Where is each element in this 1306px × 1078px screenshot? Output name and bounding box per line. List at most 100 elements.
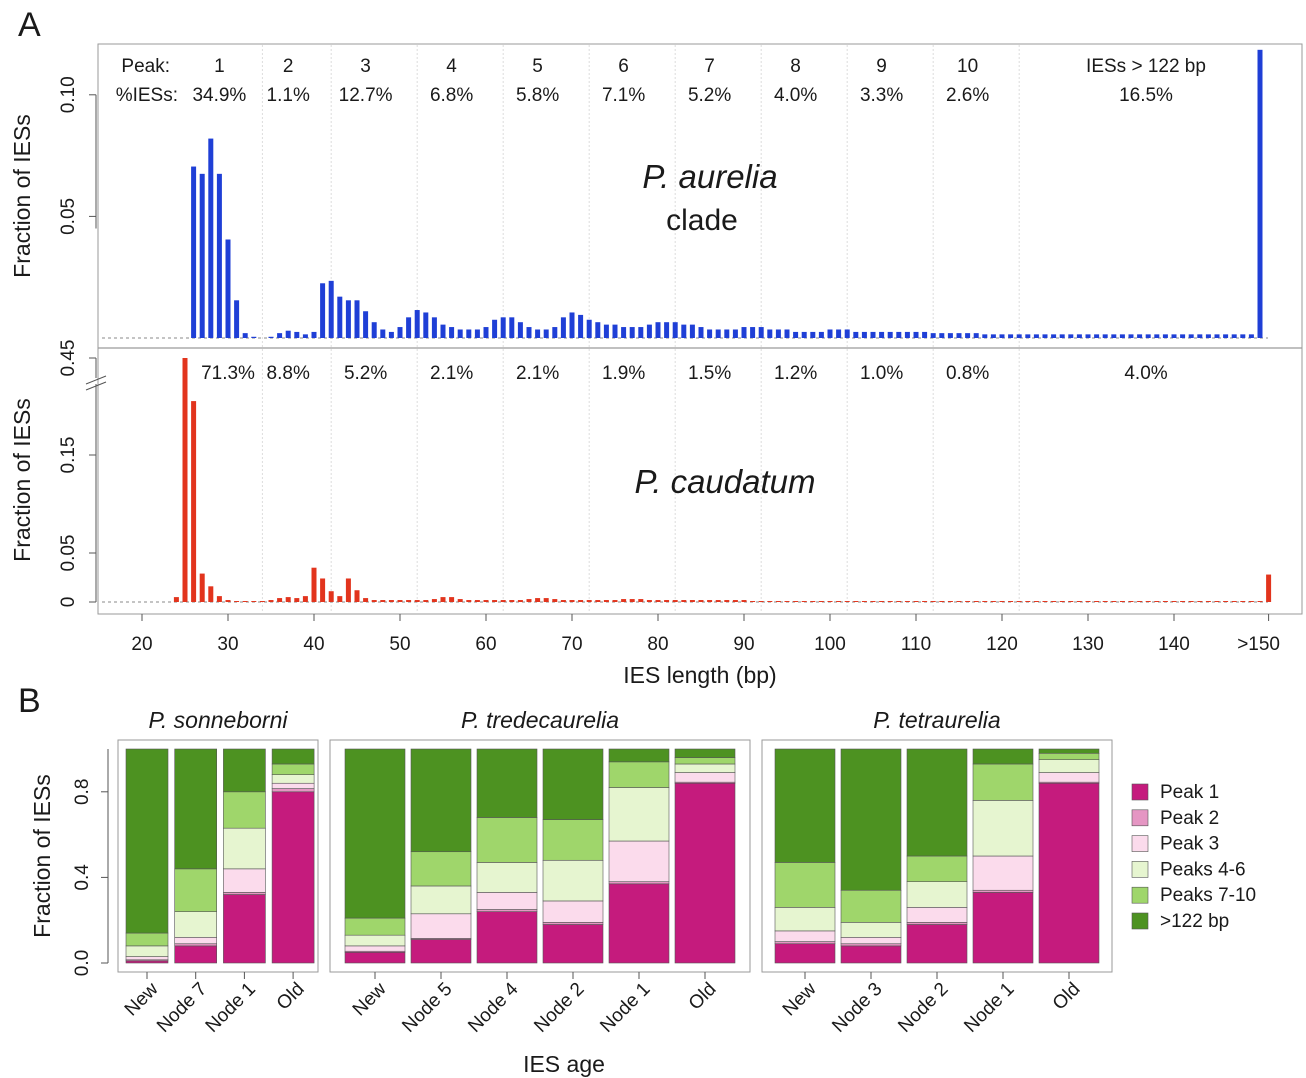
caudatum-bar <box>707 600 713 602</box>
length-xtick-label-0: 20 <box>131 634 152 655</box>
aurelia-bar <box>431 317 437 338</box>
legend-swatch-5 <box>1131 886 1149 904</box>
stack-segment <box>774 943 836 964</box>
aurelia-bar <box>199 173 205 338</box>
legend-label-6: >122 bp <box>1160 911 1229 932</box>
caudatum-bar <box>956 601 962 602</box>
caudatum-bar <box>818 601 824 602</box>
length-xtick-label-12: 140 <box>1158 634 1190 655</box>
aurelia-bar <box>1231 334 1237 338</box>
aurelia-bar <box>474 329 480 338</box>
age-category-label: Node 5 <box>398 979 456 1037</box>
caudatum-bar <box>431 599 437 602</box>
stack-segment <box>972 855 1034 891</box>
caudatum-bar <box>999 601 1005 602</box>
caudatum-bar <box>603 600 609 602</box>
caudatum-bar <box>887 601 893 602</box>
caudatum-bar <box>827 601 833 602</box>
caudatum-bar <box>586 600 592 602</box>
age-category-label: New <box>349 978 391 1020</box>
caudatum-bar <box>1016 601 1022 602</box>
panel-a-frame <box>97 43 1303 615</box>
aurelia-bar <box>509 317 515 338</box>
stack-segment <box>174 945 217 964</box>
aurelia-bar <box>973 333 979 338</box>
stack-segment <box>174 943 217 947</box>
aurelia-bar <box>1214 334 1220 338</box>
stack-segment <box>476 909 538 912</box>
caudatum-peak-labels: 71.3% 8.8% 5.2% 2.1% 2.1% 1.9% 1.5% 1.2% 1.0% 0.8… <box>201 363 1168 384</box>
stack-segment <box>476 817 538 863</box>
aurelia-bar <box>1033 334 1039 338</box>
caudatum-bar <box>1051 601 1057 602</box>
aurelia-bar <box>698 327 704 338</box>
stack-segment <box>271 763 315 775</box>
aurelia-bar <box>1094 334 1100 338</box>
length-xtick-label-4: 60 <box>475 634 496 655</box>
caudatum-bar <box>1154 601 1160 602</box>
caudatum-bar <box>388 600 394 602</box>
aurelia-bar <box>1257 49 1263 339</box>
caudatum-bar <box>767 601 773 602</box>
age-category-label: Old <box>273 979 309 1015</box>
age-category-label: Old <box>1049 979 1085 1015</box>
peak-number-4: 4 <box>446 56 457 77</box>
aurelia-bar <box>268 336 274 338</box>
aurelia-bar <box>328 280 334 338</box>
aurelia-bar <box>965 333 971 338</box>
caudatum-bar <box>1033 601 1039 602</box>
caudatum-pct-7: 1.5% <box>688 363 731 384</box>
age-group-title: P. tredecaurelia <box>461 707 619 733</box>
aurelia-pct-2: 1.1% <box>267 85 310 106</box>
aurelia-bar <box>775 329 781 338</box>
caudatum-bar <box>466 600 472 602</box>
stack-segment <box>906 907 968 923</box>
aurelia-bar <box>904 331 910 338</box>
aurelia-bar <box>397 327 403 338</box>
stack-segment <box>476 892 538 910</box>
aurelia-bar <box>208 138 214 338</box>
caudatum-bar <box>242 601 248 602</box>
caudatum-bar <box>629 599 635 602</box>
caudatum-bar <box>1085 601 1091 602</box>
aurelia-bar <box>612 324 618 338</box>
caudatum-bar <box>896 601 902 602</box>
caudatum-bar <box>1059 601 1065 602</box>
caudatum-bar <box>1171 601 1177 602</box>
axis-break-mark-2 <box>85 381 107 391</box>
aurelia-bar <box>621 327 627 338</box>
aurelia-bar <box>1102 334 1108 338</box>
aurelia-bar <box>543 329 549 338</box>
caudatum-bar <box>354 590 360 602</box>
aurelia-bar <box>724 329 730 338</box>
aurelia-bar <box>930 333 936 338</box>
stack-segment <box>344 951 406 964</box>
aurelia-bar <box>750 327 756 338</box>
aurelia-bar <box>466 329 472 338</box>
age-category-label: Node 1 <box>202 979 260 1037</box>
aurelia-bar <box>896 331 902 338</box>
caudatum-bar <box>672 600 678 602</box>
age-category-label: Node 3 <box>828 979 886 1037</box>
caudatum-bar <box>853 601 859 602</box>
stack-segment <box>125 932 169 947</box>
caudatum-bar <box>345 578 351 602</box>
caudatum-bar <box>1248 601 1254 602</box>
caudatum-bar <box>311 567 317 602</box>
aurelia-bar <box>1059 334 1065 338</box>
age-ytick-label-2: 0.8 <box>72 779 93 805</box>
aurelia-bar <box>853 331 859 338</box>
aurelia-bar <box>1085 334 1091 338</box>
caudatum-bar <box>879 601 885 602</box>
caudatum-bar <box>457 599 463 602</box>
aurelia-bar <box>1171 334 1177 338</box>
stack-segment <box>608 840 670 882</box>
stack-segment <box>972 800 1034 857</box>
age-category-label: Node 2 <box>894 979 952 1037</box>
caudatum-bar <box>1094 601 1100 602</box>
peak-number-2: 2 <box>283 56 294 77</box>
caudatum-bar <box>535 598 541 602</box>
stack-segment <box>674 782 736 964</box>
stack-segment <box>674 748 736 758</box>
